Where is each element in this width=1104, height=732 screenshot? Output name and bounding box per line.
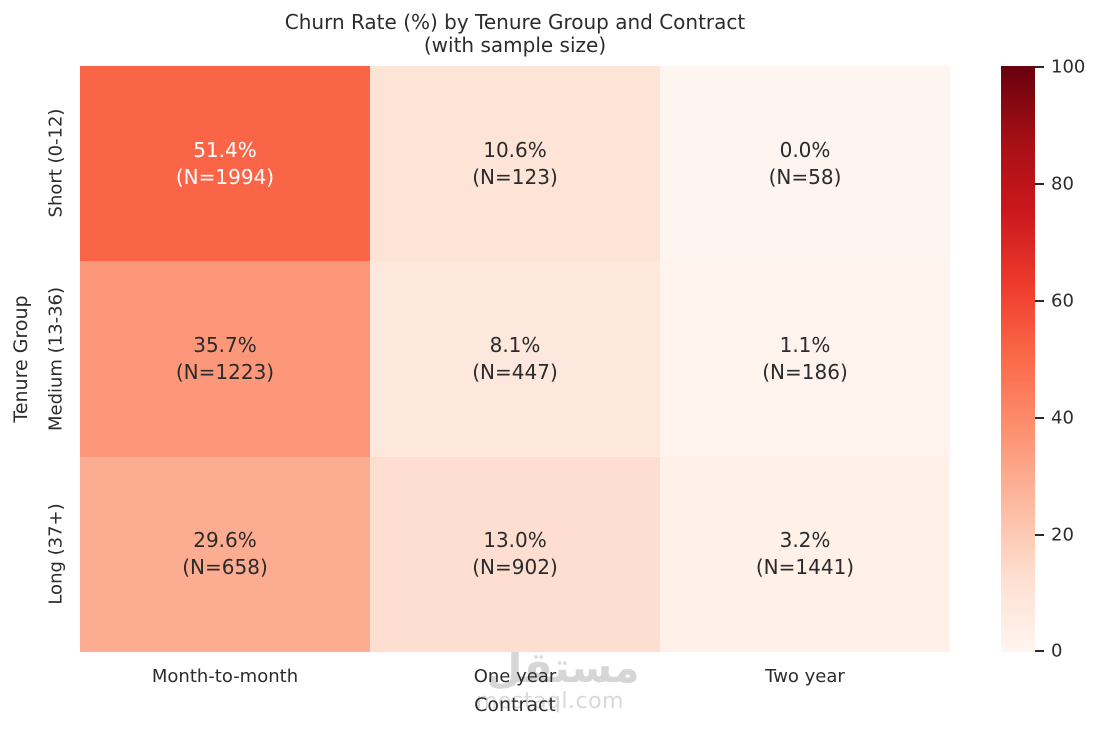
cell-value: 8.1% — [489, 332, 541, 357]
cell-value: 1.1% — [779, 332, 831, 357]
colorbar-tick-label-60: 60 — [1051, 290, 1074, 312]
heatmap-cell-r2c1: 13.0% (N=902) — [370, 456, 660, 652]
chart-title-line2: (with sample size) — [423, 33, 607, 57]
heatmap-cell-r2c2: 3.2% (N=1441) — [660, 456, 950, 652]
heatmap-cell-r2c0: 29.6% (N=658) — [80, 456, 370, 652]
cell-sample-size: (N=123) — [472, 164, 558, 189]
cell-sample-size: (N=1441) — [755, 555, 855, 580]
colorbar-tick-mark — [1035, 534, 1044, 536]
colorbar-tick-label-20: 20 — [1051, 524, 1074, 546]
chart-title-line1: Churn Rate (%) by Tenure Group and Contr… — [284, 10, 746, 34]
y-tick-long: Long (37+) — [45, 503, 67, 605]
colorbar-gradient — [1001, 66, 1035, 652]
cell-value: 13.0% — [483, 528, 547, 553]
heatmap-cell-r0c2: 0.0% (N=58) — [660, 66, 950, 262]
heatmap-cell-r1c0: 35.7% (N=1223) — [80, 261, 370, 457]
colorbar-tick-label-40: 40 — [1051, 407, 1074, 429]
cell-value: 0.0% — [779, 137, 831, 162]
cell-sample-size: (N=186) — [762, 359, 848, 384]
cell-value: 3.2% — [779, 528, 831, 553]
heatmap-cell-r0c0: 51.4% (N=1994) — [80, 66, 370, 262]
heatmap-cell-r1c2: 1.1% (N=186) — [660, 261, 950, 457]
colorbar-tick-label-100: 100 — [1051, 56, 1086, 78]
x-tick-month-to-month: Month-to-month — [151, 666, 299, 687]
heatmap-cell-r0c1: 10.6% (N=123) — [370, 66, 660, 262]
cell-sample-size: (N=902) — [472, 555, 558, 580]
y-tick-medium: Medium (13-36) — [45, 286, 67, 432]
cell-value: 35.7% — [193, 332, 257, 357]
colorbar-tick-mark — [1035, 417, 1044, 419]
colorbar-tick-mark — [1035, 66, 1044, 68]
cell-value: 29.6% — [193, 528, 257, 553]
x-tick-one-year: One year — [473, 666, 557, 687]
colorbar-tick-mark — [1035, 300, 1044, 302]
cell-sample-size: (N=1994) — [175, 164, 275, 189]
watermark-domain: mostaql.com — [475, 689, 624, 714]
y-axis-label: Tenure Group — [10, 295, 32, 423]
heatmap-cell-r1c1: 8.1% (N=447) — [370, 261, 660, 457]
cell-sample-size: (N=447) — [472, 359, 558, 384]
colorbar-tick-label-0: 0 — [1051, 640, 1063, 662]
colorbar-tick-mark — [1035, 650, 1044, 652]
cell-sample-size: (N=658) — [182, 555, 268, 580]
colorbar-tick-mark — [1035, 183, 1044, 185]
heatmap-grid: 51.4% (N=1994) 10.6% (N=123) 0.0% (N=58)… — [80, 66, 950, 652]
cell-sample-size: (N=58) — [768, 164, 842, 189]
x-tick-two-year: Two year — [765, 666, 845, 687]
cell-value: 10.6% — [483, 137, 547, 162]
x-axis-label: Contract — [474, 694, 556, 716]
chart-title: Churn Rate (%) by Tenure Group and Contr… — [80, 11, 950, 57]
cell-sample-size: (N=1223) — [175, 359, 275, 384]
cell-value: 51.4% — [193, 137, 257, 162]
colorbar-tick-label-80: 80 — [1051, 173, 1074, 195]
y-tick-short: Short (0-12) — [45, 108, 67, 218]
